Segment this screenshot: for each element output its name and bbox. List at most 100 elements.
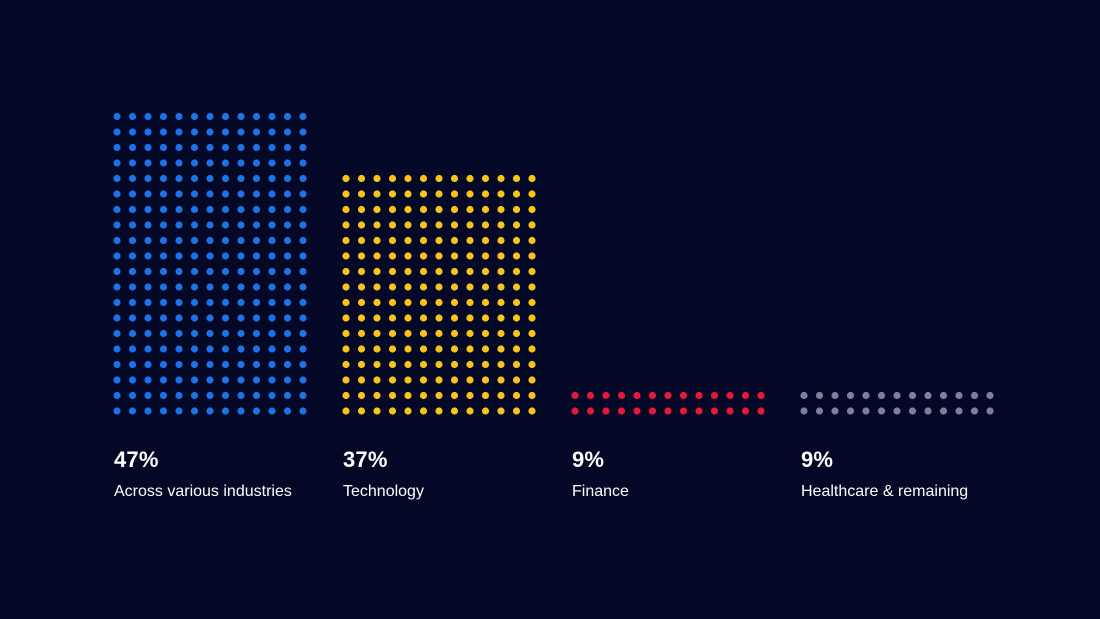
bar-dot — [144, 298, 152, 307]
bar-dot — [128, 283, 137, 291]
bar-dot — [970, 391, 979, 400]
bar-dot — [512, 298, 521, 307]
bar-dot — [512, 267, 521, 276]
bar-dot — [373, 407, 381, 415]
bar-dot — [113, 391, 121, 400]
bar-dot — [252, 345, 261, 353]
bar-dot — [726, 391, 734, 400]
bar-dot — [113, 329, 121, 338]
bar-dot — [159, 376, 168, 384]
bar-dot — [299, 221, 307, 229]
bar-dot — [206, 159, 214, 167]
bar-dot — [190, 252, 199, 260]
bar-dot — [159, 314, 168, 322]
bar-dot — [144, 143, 152, 152]
bar-dot — [388, 267, 397, 276]
bar-dot — [268, 267, 276, 276]
bar-dot — [342, 205, 350, 214]
bar-dot — [342, 252, 350, 260]
bar-dot — [175, 128, 183, 136]
bar-dot — [388, 174, 397, 183]
value-label: 47% — [114, 447, 159, 472]
bar-dot — [144, 190, 152, 198]
bar-dot — [404, 205, 412, 214]
bar-dot — [283, 205, 292, 214]
bar-dot — [175, 221, 183, 229]
bar-dot — [893, 407, 901, 415]
bar-dot — [113, 205, 121, 214]
bar-dot — [419, 298, 428, 307]
bar-dot — [435, 298, 443, 307]
bar-dot — [268, 143, 276, 152]
bar-dot — [190, 407, 199, 415]
bar-dot — [497, 407, 505, 415]
bar-dot — [419, 283, 428, 291]
bar-dot — [128, 159, 137, 167]
bar-dot — [497, 360, 505, 369]
bar-dot — [419, 376, 428, 384]
bar-dot — [357, 345, 366, 353]
bar-dot — [252, 112, 261, 121]
bar-dot — [221, 267, 230, 276]
bar-dot — [357, 174, 366, 183]
bar-dot — [268, 236, 276, 245]
bar-dot — [435, 174, 443, 183]
bar-dot — [113, 128, 121, 136]
bar-dot — [435, 329, 443, 338]
bar-dot — [342, 174, 350, 183]
value-label: 9% — [801, 447, 834, 472]
bar-dot — [481, 267, 490, 276]
bar-dot — [206, 236, 214, 245]
bar-dot — [450, 283, 459, 291]
bar-dot — [528, 360, 536, 369]
bar-dot — [497, 267, 505, 276]
bar-dot — [710, 391, 719, 400]
bar-dot — [144, 360, 152, 369]
bar-dot — [435, 205, 443, 214]
bar-dot — [128, 236, 137, 245]
bar-dot — [252, 376, 261, 384]
bar-dot — [497, 314, 505, 322]
bar-dot — [252, 190, 261, 198]
bar-dot — [237, 159, 245, 167]
bar-dot — [373, 205, 381, 214]
bar-dot — [206, 128, 214, 136]
bar-dot — [283, 221, 292, 229]
bar-dot — [404, 190, 412, 198]
bar-dot — [283, 407, 292, 415]
bar-dot — [113, 376, 121, 384]
bar-dot — [175, 252, 183, 260]
bar-dot — [450, 205, 459, 214]
bar-dot — [299, 128, 307, 136]
bar-dot — [283, 267, 292, 276]
bar-dot — [175, 360, 183, 369]
bar-dot — [404, 329, 412, 338]
bar-dot — [602, 407, 610, 415]
bar-dot — [299, 298, 307, 307]
bar-dot — [955, 391, 963, 400]
bar-dot — [512, 407, 521, 415]
bar-dot — [357, 298, 366, 307]
bar-dot — [481, 360, 490, 369]
bar-dot — [190, 205, 199, 214]
bar-dot — [237, 314, 245, 322]
bar-dot — [175, 112, 183, 121]
bar-dot — [419, 314, 428, 322]
bar-dot — [939, 407, 948, 415]
bar-dot — [221, 174, 230, 183]
value-label: 9% — [572, 447, 605, 472]
bar-dot — [268, 391, 276, 400]
bar-dot — [299, 190, 307, 198]
bar-dot — [357, 360, 366, 369]
bar-dot — [299, 252, 307, 260]
bar-dot — [481, 283, 490, 291]
bar-dot — [252, 283, 261, 291]
bar-dot — [419, 205, 428, 214]
bar-dot — [466, 190, 474, 198]
category-label: Finance — [572, 483, 629, 500]
bar-dot — [283, 329, 292, 338]
bar-dot — [528, 190, 536, 198]
bar-dot — [419, 174, 428, 183]
bar-dot — [497, 345, 505, 353]
bar-dot — [404, 376, 412, 384]
